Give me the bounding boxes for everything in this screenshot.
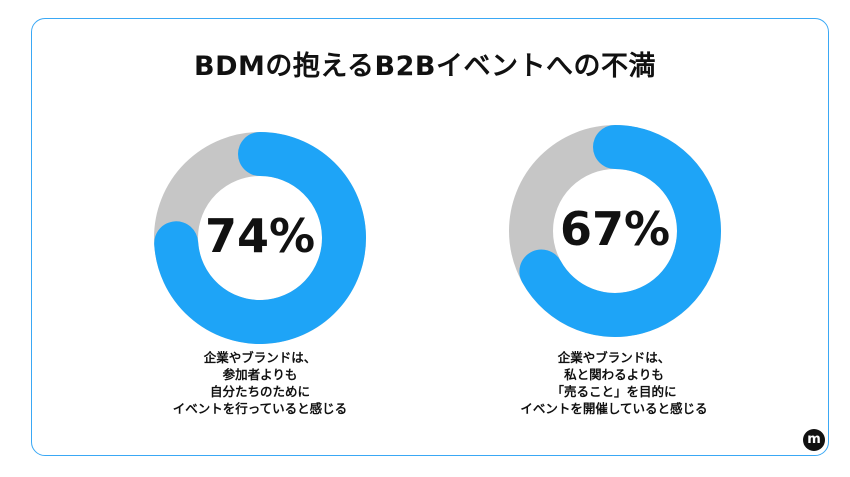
m-logo-icon: m [803, 429, 825, 451]
caption-right: 企業やブランドは、 私と関わるよりも 「売ること」を目的に イベントを開催してい… [464, 349, 764, 417]
donut-chart-right: 67% [509, 125, 721, 337]
caption-line: 自分たちのために [209, 384, 310, 399]
caption-line: 企業やブランドは、 [203, 350, 317, 365]
caption-line: 企業やブランドは、 [557, 350, 671, 365]
caption-line: イベントを開催していると感じる [520, 401, 708, 416]
page-title: BDMの抱えるB2Bイベントへの不満 [194, 51, 656, 82]
caption-left: 企業やブランドは、 参加者よりも 自分たちのために イベントを行っていると感じる [110, 349, 410, 417]
donut-percentage-label: 67% [560, 202, 670, 256]
caption-line: 参加者よりも [222, 367, 298, 382]
caption-line: イベントを行っていると感じる [172, 401, 348, 416]
donut-value-arc [154, 132, 366, 344]
donut-value-arc [519, 125, 721, 337]
caption-line: 私と関わるよりも [564, 367, 664, 382]
donut-chart-left: 74% [154, 132, 366, 344]
caption-line: 「売ること」を目的に [551, 384, 677, 399]
donut-percentage-label: 74% [205, 209, 315, 263]
